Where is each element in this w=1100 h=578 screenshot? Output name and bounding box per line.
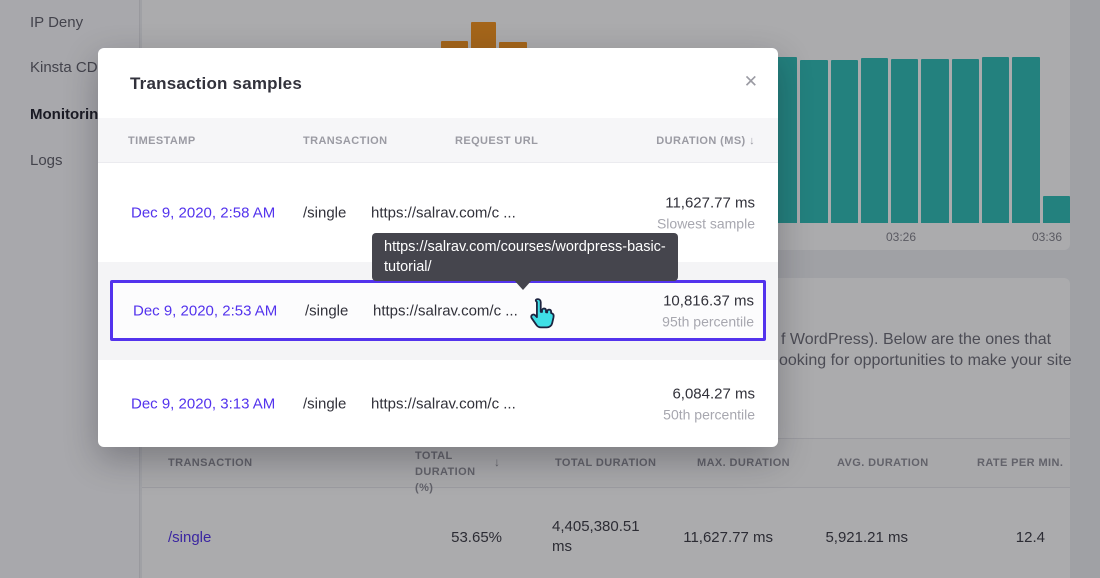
duration-cell: 10,816.37 ms 95th percentile — [662, 292, 754, 329]
x-tick-label: 03:26 — [886, 230, 917, 244]
chart-bar — [860, 58, 889, 223]
sidebar-item-logs[interactable]: Logs — [30, 152, 63, 169]
column-header-rate-per-min: RATE PER MIN. — [977, 457, 1064, 469]
timestamp-link[interactable]: Dec 9, 2020, 3:13 AM — [131, 395, 276, 412]
x-tick-label: 03:36 — [1032, 230, 1063, 244]
close-icon[interactable]: ✕ — [743, 72, 758, 91]
sample-row[interactable]: Dec 9, 2020, 3:13 AM /single https://sal… — [98, 360, 778, 447]
chart-bar — [800, 60, 828, 223]
chart-bar — [921, 59, 949, 223]
description-text-line: ooking for opportunities to make your si… — [779, 352, 1072, 369]
column-header-request-url: REQUEST URL — [455, 135, 539, 147]
column-header-duration-label: DURATION (MS) — [656, 135, 746, 147]
sidebar-item-kinsta-cdn[interactable]: Kinsta CDN — [30, 59, 109, 76]
chart-bar — [830, 60, 858, 223]
timestamp-link[interactable]: Dec 9, 2020, 2:53 AM — [133, 302, 278, 319]
transaction-value: /single — [305, 302, 349, 319]
chart-bar — [982, 57, 1010, 223]
column-header-transaction: TRANSACTION — [168, 457, 253, 469]
column-header-total-duration-pct: TOTAL DURATION (%) — [415, 450, 476, 494]
transactions-table-row: /single 53.65% 4,405,380.51 ms 11,627.77… — [142, 488, 1070, 578]
transactions-over-time-chart — [770, 50, 1070, 223]
transaction-link[interactable]: /single — [168, 529, 212, 546]
rate-per-min-value: 12.4 — [1015, 529, 1045, 546]
duration-note: 50th percentile — [663, 406, 755, 422]
tooltip-text-line: tutorial/ — [384, 259, 432, 275]
sort-arrow-icon[interactable]: ↓ — [494, 455, 500, 469]
sidebar-item-ip-deny[interactable]: IP Deny — [30, 14, 84, 31]
chart-bar — [951, 59, 980, 223]
transaction-value: /single — [303, 395, 347, 412]
chart-bar — [1012, 57, 1040, 223]
max-duration-value: 11,627.77 ms — [683, 529, 773, 546]
timestamp-link[interactable]: Dec 9, 2020, 2:58 AM — [131, 204, 276, 221]
url-tooltip: https://salrav.com/courses/wordpress-bas… — [372, 233, 678, 281]
total-duration-pct-value: 53.65% — [451, 529, 502, 546]
avg-duration-value: 5,921.21 ms — [825, 529, 908, 546]
chart-bar — [1042, 196, 1070, 223]
duration-note: 95th percentile — [662, 313, 754, 329]
selected-sample-row[interactable]: Dec 9, 2020, 2:53 AM /single https://sal… — [110, 280, 766, 341]
modal-title: Transaction samples — [130, 74, 302, 93]
column-header-total-duration: TOTAL DURATION — [555, 457, 657, 469]
request-url-value[interactable]: https://salrav.com/c ... — [371, 395, 516, 412]
chart-bar — [891, 59, 919, 223]
sidebar-item-monitoring[interactable]: Monitoring — [30, 106, 108, 123]
request-url-value[interactable]: https://salrav.com/c ... — [373, 302, 518, 319]
sample-row[interactable]: Dec 9, 2020, 2:58 AM /single https://sal… — [98, 163, 778, 262]
samples-table-header: TIMESTAMP TRANSACTION REQUEST URL DURATI… — [98, 118, 778, 163]
column-header-timestamp: TIMESTAMP — [128, 135, 196, 147]
tooltip-caret — [514, 280, 532, 290]
total-duration-value: 4,405,380.51 ms — [552, 518, 640, 555]
hand-cursor-icon — [530, 298, 555, 329]
column-header-duration-sort[interactable]: DURATION (MS) ↓ — [656, 135, 755, 147]
column-header-max-duration: MAX. DURATION — [697, 457, 790, 469]
duration-note: Slowest sample — [656, 215, 755, 231]
duration-value: 6,084.27 ms — [672, 385, 755, 402]
column-header-transaction: TRANSACTION — [303, 135, 388, 147]
duration-cell: 11,627.77 ms Slowest sample — [657, 194, 755, 231]
tooltip-text-line: https://salrav.com/courses/wordpress-bas… — [384, 239, 666, 255]
request-url-value[interactable]: https://salrav.com/c ... — [371, 204, 516, 221]
column-header-avg-duration: AVG. DURATION — [837, 457, 929, 469]
transaction-value: /single — [303, 204, 347, 221]
duration-value: 11,627.77 ms — [665, 194, 755, 211]
sort-arrow-icon: ↓ — [749, 135, 755, 147]
description-text-line: f WordPress). Below are the ones that — [781, 331, 1052, 348]
duration-value: 10,816.37 ms — [663, 292, 754, 309]
duration-cell: 6,084.27 ms 50th percentile — [663, 385, 755, 422]
